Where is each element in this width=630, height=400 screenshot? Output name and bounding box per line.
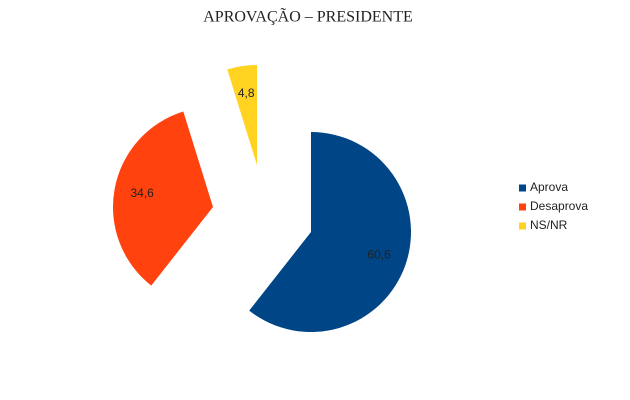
chart-title: APROVAÇÃO – PRESIDENTE <box>203 8 413 26</box>
pie-slice <box>249 132 411 333</box>
data-label: 4,8 <box>238 86 255 100</box>
legend-label: NS/NR <box>530 218 568 232</box>
legend-swatch <box>519 222 526 230</box>
legend-label: Desaprova <box>530 199 588 213</box>
pie-slice <box>112 111 213 286</box>
data-label: 60,6 <box>367 248 391 262</box>
legend-label: Aprova <box>530 180 568 194</box>
legend-swatch <box>519 184 526 192</box>
data-label: 34,6 <box>131 186 155 200</box>
legend-swatch <box>519 203 526 211</box>
pie-slice <box>227 65 257 165</box>
